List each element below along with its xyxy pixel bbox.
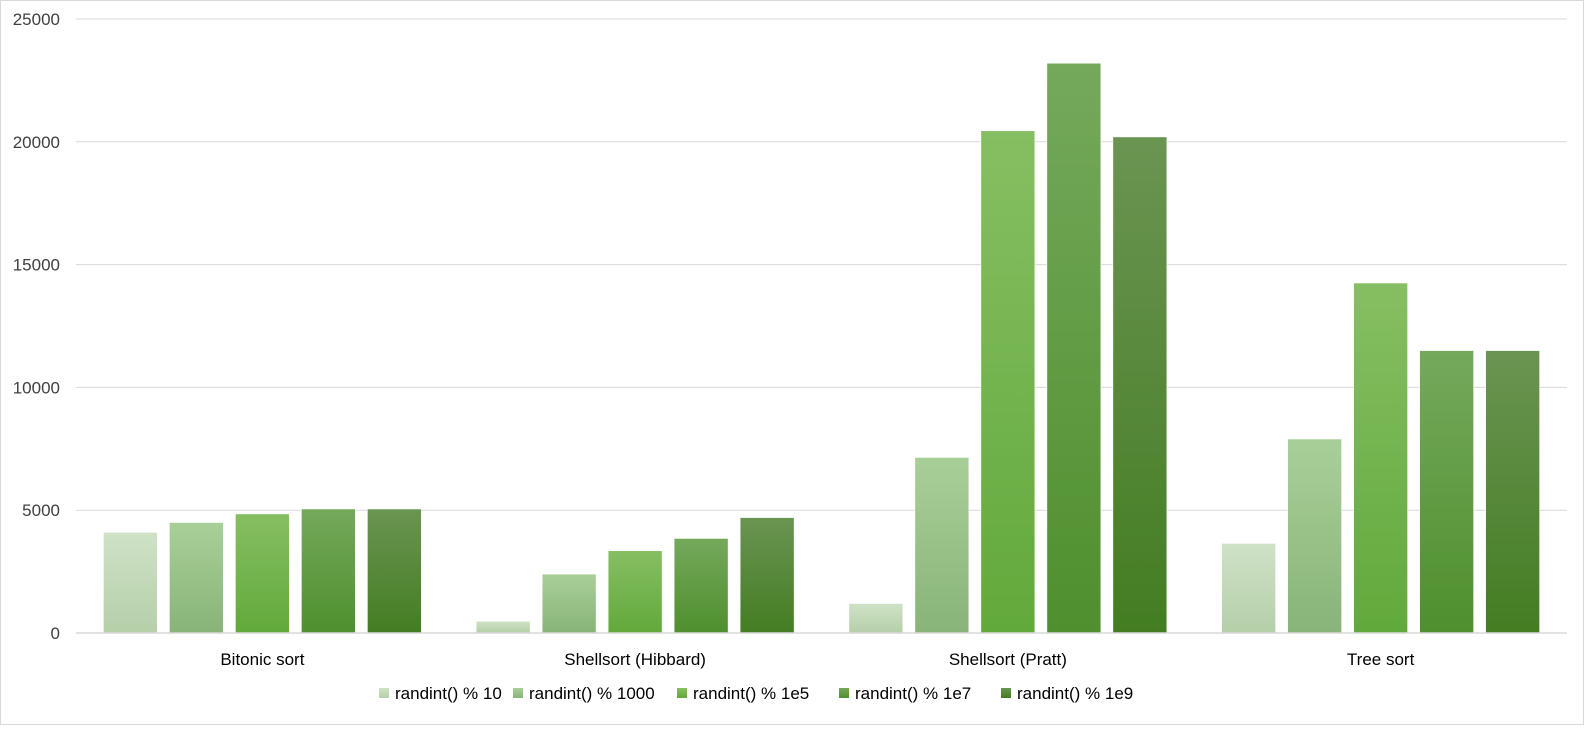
bar (541, 573, 597, 634)
x-category-label: Bitonic sort (220, 650, 304, 669)
bar (673, 538, 729, 634)
bar (1353, 282, 1408, 634)
bar (169, 522, 224, 634)
legend-swatch (1001, 688, 1011, 698)
bar (1419, 350, 1474, 634)
legend-swatch (677, 688, 687, 698)
legend-label: randint() % 1000 (529, 684, 655, 703)
bar (1112, 136, 1168, 634)
y-tick-label: 10000 (13, 378, 60, 397)
bars (103, 62, 1540, 634)
bar (235, 513, 290, 634)
bar (1287, 438, 1342, 634)
bar (914, 457, 970, 634)
y-tick-label: 0 (51, 624, 60, 643)
bar (607, 550, 663, 634)
legend-label: randint() % 1e5 (693, 684, 809, 703)
legend-label: randint() % 1e7 (855, 684, 971, 703)
y-tick-label: 5000 (22, 501, 60, 520)
y-tick-label: 20000 (13, 133, 60, 152)
x-category-label: Tree sort (1347, 650, 1415, 669)
gridlines (76, 18, 1567, 511)
y-tick-label: 15000 (13, 256, 60, 275)
legend-swatch (513, 688, 523, 698)
legend-swatch (839, 688, 849, 698)
x-category-label: Shellsort (Pratt) (949, 650, 1067, 669)
bar (301, 508, 356, 634)
legend-label: randint() % 10 (395, 684, 502, 703)
bar (1221, 543, 1276, 634)
x-axis-categories: Bitonic sort Shellsort (Hibbard) Shellsort… (220, 650, 1414, 669)
y-tick-label: 25000 (13, 10, 60, 29)
legend: randint() % 10 randint() % 1000 randint() … (379, 684, 1133, 703)
bar (367, 508, 422, 634)
bar (739, 517, 795, 634)
legend-swatch (379, 688, 389, 698)
legend-label: randint() % 1e9 (1017, 684, 1133, 703)
bar (103, 532, 158, 634)
bar (980, 130, 1036, 634)
y-axis-ticks: 0 5000 10000 15000 20000 25000 (13, 10, 60, 643)
bar (848, 603, 904, 634)
bar (1046, 62, 1102, 634)
bar (1485, 350, 1540, 634)
bar (475, 620, 531, 634)
x-category-label: Shellsort (Hibbard) (564, 650, 706, 669)
